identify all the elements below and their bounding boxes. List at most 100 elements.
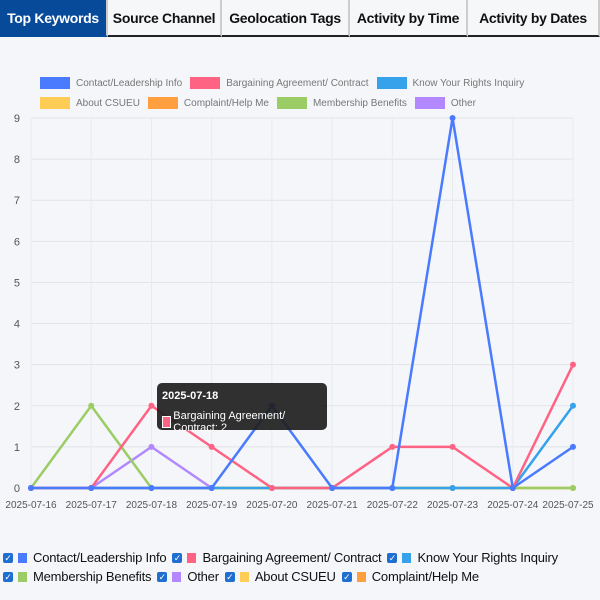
legend-item[interactable]: Know Your Rights Inquiry <box>376 73 525 93</box>
toggle-label: Know Your Rights Inquiry <box>417 550 558 565</box>
legend-item[interactable]: Complaint/Help Me <box>147 93 269 113</box>
tab-source-channel[interactable]: Source Channel <box>108 0 222 37</box>
data-point[interactable] <box>570 402 576 409</box>
tab-top-keywords[interactable]: Top Keywords <box>0 0 108 37</box>
toggle-swatch <box>172 571 182 582</box>
series-toggle[interactable]: ✓ Know Your Rights Inquiry <box>387 548 558 567</box>
legend-label: Other <box>450 97 476 109</box>
legend-label: Know Your Rights Inquiry <box>412 77 525 89</box>
data-point[interactable] <box>449 485 456 491</box>
data-point[interactable] <box>268 485 275 491</box>
data-point[interactable] <box>570 443 576 450</box>
legend-item[interactable]: Contact/Leadership Info <box>40 73 182 93</box>
toggle-swatch <box>18 571 27 582</box>
legend-swatch <box>147 97 178 109</box>
series-line <box>31 116 574 490</box>
toggle-label: Membership Benefits <box>33 569 152 584</box>
legend-label: Contact/Leadership Info <box>76 77 183 89</box>
tab-bar: Top Keywords Source Channel Geolocation … <box>0 0 600 37</box>
toggle-swatch <box>239 571 249 582</box>
tab-activity-by-dates[interactable]: Activity by Dates <box>468 0 600 37</box>
toggle-label: About CSUEU <box>254 569 336 584</box>
y-tick-label: 7 <box>14 195 20 207</box>
data-point[interactable] <box>88 402 95 409</box>
series-toggle[interactable]: ✓ Contact/Leadership Info <box>3 548 167 567</box>
series-toggle[interactable]: ✓ Complaint/Help Me <box>341 567 479 586</box>
chart-tooltip: 2025-07-18 Bargaining Agreement/ Contrac… <box>157 383 327 434</box>
x-tick-label: 2025-07-16 <box>5 500 57 511</box>
checkbox-icon[interactable]: ✓ <box>341 571 352 582</box>
y-tick-label: 8 <box>14 154 20 166</box>
checkbox-icon[interactable]: ✓ <box>172 552 183 563</box>
data-point[interactable] <box>570 485 576 491</box>
series-toggle[interactable]: ✓ Membership Benefits <box>3 567 152 586</box>
y-tick-label: 4 <box>14 319 20 331</box>
legend-label: Complaint/Help Me <box>183 97 269 109</box>
checkbox-icon[interactable]: ✓ <box>3 552 13 563</box>
legend-item[interactable]: Other <box>414 93 476 113</box>
series-toggle[interactable]: ✓ About CSUEU <box>224 567 336 586</box>
toggle-label: Other <box>187 569 219 584</box>
legend-item[interactable]: Bargaining Agreement/ Contract <box>190 73 369 93</box>
legend-swatch <box>190 77 221 89</box>
data-point[interactable] <box>208 485 215 491</box>
tooltip-title: 2025-07-18 <box>162 390 219 402</box>
x-tick-label: 2025-07-22 <box>367 500 419 511</box>
x-tick-label: 2025-07-23 <box>427 500 479 511</box>
data-point[interactable] <box>28 485 34 491</box>
data-point[interactable] <box>570 361 576 368</box>
toggle-swatch <box>18 552 27 563</box>
y-tick-label: 3 <box>14 360 20 372</box>
tooltip-color-swatch <box>162 416 172 428</box>
data-point[interactable] <box>148 402 155 409</box>
series-toggle[interactable]: ✓ Bargaining Agreement/ Contract <box>172 548 382 567</box>
y-tick-label: 6 <box>14 236 20 248</box>
x-tick-label: 2025-07-25 <box>542 500 594 511</box>
toggle-label: Bargaining Agreement/ Contract <box>202 550 382 565</box>
toggle-swatch <box>402 552 412 563</box>
y-tick-label: 2 <box>14 401 20 413</box>
legend-swatch <box>414 97 445 109</box>
legend-swatch <box>40 77 70 89</box>
x-tick-label: 2025-07-20 <box>246 500 298 511</box>
data-point[interactable] <box>389 443 396 450</box>
data-point[interactable] <box>88 485 95 491</box>
toggle-label: Contact/Leadership Info <box>33 550 167 565</box>
x-tick-label: 2025-07-19 <box>186 500 238 511</box>
chart-legend: Contact/Leadership Info Bargaining Agreem… <box>40 73 560 113</box>
data-point[interactable] <box>329 485 336 491</box>
x-tick-label: 2025-07-17 <box>66 500 118 511</box>
tooltip-text: Bargaining Agreement/ Contract: 2 <box>173 410 286 434</box>
series-line <box>31 364 575 490</box>
series-toggle[interactable]: ✓ Other <box>157 567 219 586</box>
y-tick-label: 1 <box>14 442 20 454</box>
checkbox-icon[interactable]: ✓ <box>224 571 235 582</box>
legend-swatch <box>376 77 407 89</box>
checkbox-icon[interactable]: ✓ <box>157 571 168 582</box>
toggle-swatch <box>356 571 366 582</box>
checkbox-icon[interactable]: ✓ <box>387 552 398 563</box>
x-tick-label: 2025-07-21 <box>307 500 359 511</box>
legend-item[interactable]: Membership Benefits <box>276 93 407 113</box>
data-point[interactable] <box>148 485 155 491</box>
series-toggles: ✓ Contact/Leadership Info ✓ Bargaining Agre… <box>3 548 597 586</box>
y-tick-label: 0 <box>14 483 20 495</box>
data-point[interactable] <box>449 115 456 121</box>
data-point[interactable] <box>208 443 215 450</box>
data-point[interactable] <box>389 485 396 491</box>
line-chart: 0 1 2 3 4 5 6 7 8 9 2025-07-16 2025-07-17 2025-07-18… <box>5 113 594 511</box>
data-point[interactable] <box>148 443 155 450</box>
y-tick-label: 9 <box>14 113 20 125</box>
legend-label: About CSUEU <box>76 97 140 109</box>
x-tick-label: 2025-07-18 <box>126 500 178 511</box>
checkbox-icon[interactable]: ✓ <box>3 571 13 582</box>
toggle-label: Complaint/Help Me <box>371 569 479 584</box>
legend-label: Membership Benefits <box>312 97 407 109</box>
legend-label: Bargaining Agreement/ Contract <box>226 77 369 89</box>
legend-swatch <box>40 97 70 109</box>
data-point[interactable] <box>509 485 516 491</box>
data-point[interactable] <box>449 443 456 450</box>
tab-geolocation-tags[interactable]: Geolocation Tags <box>222 0 350 37</box>
legend-item[interactable]: About CSUEU <box>40 93 140 113</box>
tab-activity-by-time[interactable]: Activity by Time <box>350 0 468 37</box>
